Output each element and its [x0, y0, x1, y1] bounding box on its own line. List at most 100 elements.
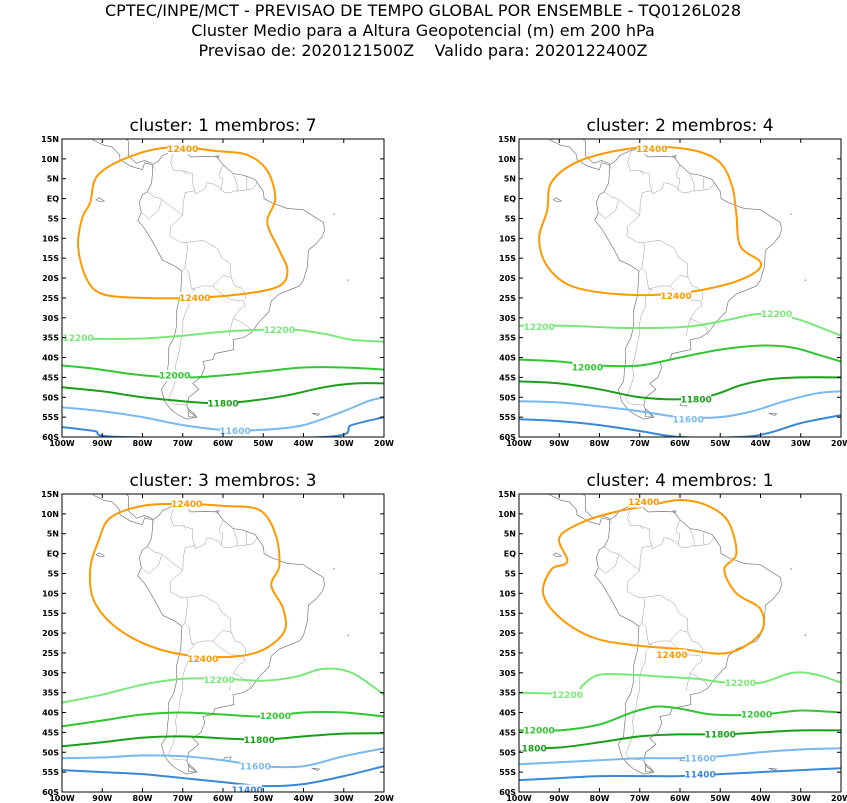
- lat-axis: 15N 10N 5N EQ 5S 10S 15S 20S 25S 30S 35S 40S 45S 50S 5…: [41, 135, 384, 442]
- lat-tick-label: 35S: [42, 334, 59, 343]
- country-border: [141, 554, 163, 574]
- country-border: [709, 537, 714, 544]
- island: [215, 510, 220, 514]
- country-border: [232, 528, 238, 547]
- country-border: [675, 164, 710, 193]
- lon-tick-label: 90W: [549, 439, 569, 448]
- island: [368, 494, 371, 495]
- lon-tick-label: 80W: [133, 794, 153, 803]
- island: [368, 139, 371, 140]
- contour-label-bg: [179, 292, 210, 304]
- lon-tick-label: 100W: [506, 439, 532, 448]
- country-border: [686, 673, 691, 691]
- island: [188, 408, 198, 418]
- coastline: [137, 504, 325, 775]
- country-borders: [598, 150, 714, 406]
- coastline: [582, 139, 610, 164]
- contour-label: 12200: [761, 310, 792, 320]
- island: [768, 767, 778, 771]
- lon-tick-label: 40W: [294, 794, 314, 803]
- country-border: [170, 150, 196, 194]
- contour-label-bg: [761, 308, 792, 320]
- panel-title: cluster: 2 membros: 4: [586, 116, 773, 136]
- coastline: [394, 495, 468, 536]
- contour-label: 12000: [741, 711, 772, 721]
- lat-tick-label: 50S: [499, 748, 516, 757]
- lon-tick-label: 100W: [49, 439, 75, 448]
- contour-12000: [62, 711, 384, 728]
- country-border: [639, 170, 644, 175]
- country-border: [252, 537, 257, 544]
- country-border: [232, 173, 238, 192]
- lat-tick-label: 10S: [42, 234, 59, 243]
- contour-label: 12200: [725, 679, 756, 689]
- lat-tick-label: 5N: [47, 175, 59, 184]
- lon-axis: 100W 90W 80W 70W 60W 50W 40W 30W 20W: [506, 139, 847, 448]
- country-border: [687, 277, 704, 300]
- coastline: [394, 107, 399, 140]
- country-border: [168, 622, 196, 761]
- contour-12200: [62, 667, 384, 704]
- island: [407, 230, 408, 231]
- lon-tick-label: 100W: [49, 794, 75, 803]
- panel-title: cluster: 3 membros: 3: [129, 471, 316, 491]
- map-panel-2: cluster: 2 membros: 4 12400 12400 12200 1220…: [498, 116, 847, 448]
- figure-title-line-3: Previsao de: 2020121500Z Valido para: 20…: [199, 41, 648, 60]
- coastlines: [91, 494, 468, 775]
- lat-tick-label: 10N: [41, 155, 59, 164]
- contour-label-bg: [167, 143, 198, 155]
- country-border: [689, 173, 695, 192]
- lat-tick-label: 10N: [41, 510, 59, 519]
- lon-tick-label: 40W: [751, 794, 771, 803]
- lat-tick-label: 20S: [42, 629, 59, 638]
- figure-title-line-1: CPTEC/INPE/MCT - PREVISAO DE TEMPO GLOBA…: [105, 1, 741, 20]
- contour-label-bg: [240, 760, 271, 772]
- contour-11600: [519, 747, 841, 766]
- lon-tick-label: 50W: [253, 794, 273, 803]
- contour-12200: [62, 328, 384, 343]
- country-border: [703, 175, 705, 190]
- contour-label: 12400: [167, 145, 198, 155]
- lon-tick-label: 60W: [213, 439, 233, 448]
- lon-tick-label: 50W: [710, 794, 730, 803]
- contours: 12400 12400 12200 12200 12000 11800 11600: [519, 143, 841, 437]
- lon-tick-label: 80W: [133, 439, 153, 448]
- country-border: [252, 182, 257, 189]
- lat-tick-label: 55S: [42, 413, 59, 422]
- island: [825, 494, 828, 495]
- contour-label: 11800: [705, 731, 736, 741]
- island: [552, 197, 563, 203]
- map-frame: [61, 493, 385, 793]
- country-border: [195, 182, 222, 195]
- country-border: [627, 505, 653, 549]
- lat-tick-label: 25S: [499, 649, 516, 658]
- contour-label: 12400: [656, 651, 687, 661]
- country-border: [625, 267, 653, 406]
- lon-tick-label: 40W: [751, 439, 771, 448]
- lat-tick-label: 5N: [47, 530, 59, 539]
- country-border: [639, 525, 644, 530]
- country-border: [246, 530, 248, 545]
- lat-tick-label: 30S: [42, 669, 59, 678]
- contour-label-bg: [171, 498, 202, 510]
- lon-tick-label: 20W: [831, 439, 847, 448]
- contour-label-bg: [681, 393, 712, 405]
- contour-label: 12000: [260, 712, 291, 722]
- country-border: [152, 519, 155, 524]
- country-borders: [141, 505, 257, 761]
- lon-tick-label: 60W: [670, 794, 690, 803]
- lat-tick-label: 15N: [41, 135, 59, 144]
- contour-label: 11600: [684, 754, 715, 764]
- lat-tick-label: 20S: [499, 629, 516, 638]
- contour-label-bg: [232, 784, 263, 792]
- coastline: [548, 494, 610, 526]
- contour-label-bg: [685, 752, 716, 764]
- lat-tick-label: 45S: [42, 373, 59, 382]
- contour-label: 11600: [240, 762, 271, 772]
- lon-tick-label: 80W: [590, 794, 610, 803]
- island: [347, 279, 350, 282]
- lon-tick-label: 70W: [630, 439, 650, 448]
- country-border: [230, 277, 247, 300]
- contour-label: 11600: [672, 415, 703, 425]
- lat-tick-label: 60S: [42, 433, 59, 442]
